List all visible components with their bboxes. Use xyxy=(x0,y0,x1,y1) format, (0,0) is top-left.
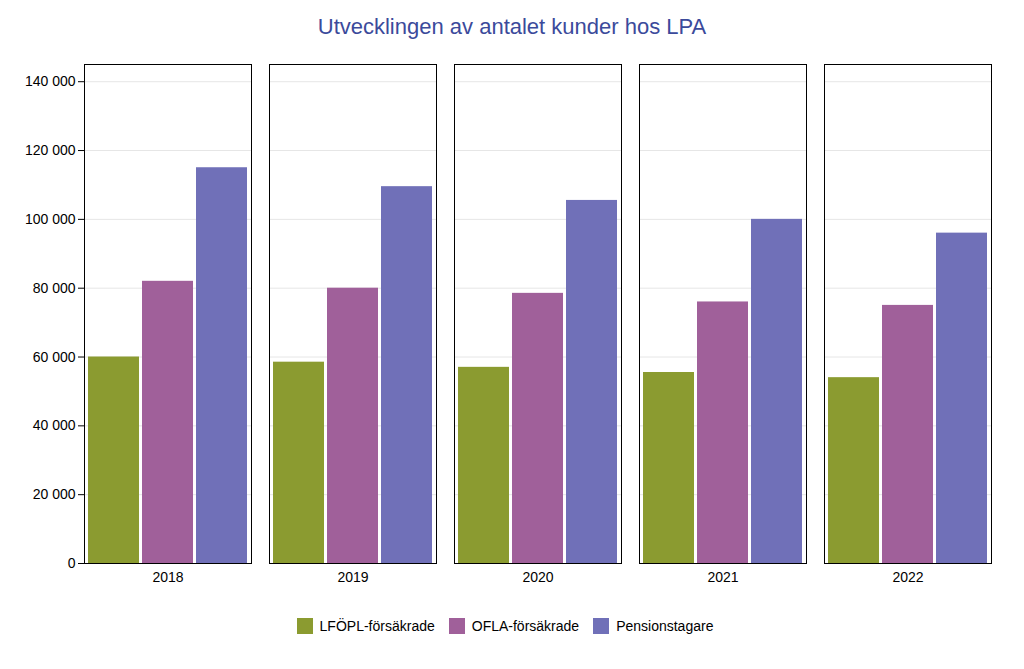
svg-text:20 000: 20 000 xyxy=(33,486,76,502)
svg-text:60 000: 60 000 xyxy=(33,348,76,364)
html-text:LFÖPL-försäkrade: LFÖPL-försäkrade xyxy=(319,617,435,634)
svg-text:120 000: 120 000 xyxy=(25,142,76,158)
svg-text:40 000: 40 000 xyxy=(33,417,76,433)
svg-text:2019: 2019 xyxy=(337,569,368,585)
svg-text:2020: 2020 xyxy=(522,569,553,585)
html-text:OFLA-försäkrade: OFLA-försäkrade xyxy=(471,617,580,634)
svg-text:80 000: 80 000 xyxy=(33,280,76,296)
svg-text:0: 0 xyxy=(68,555,76,571)
html-text:Pensionstagare: Pensionstagare xyxy=(616,617,714,634)
svg-text:140 000: 140 000 xyxy=(25,73,76,89)
svg-text:2022: 2022 xyxy=(892,569,923,585)
svg-text:2018: 2018 xyxy=(152,569,183,585)
html-text:Utvecklingen av antalet kunder: Utvecklingen av antalet kunder hos LPA xyxy=(317,14,707,39)
svg-text:100 000: 100 000 xyxy=(25,211,76,227)
svg-text:2021: 2021 xyxy=(707,569,738,585)
